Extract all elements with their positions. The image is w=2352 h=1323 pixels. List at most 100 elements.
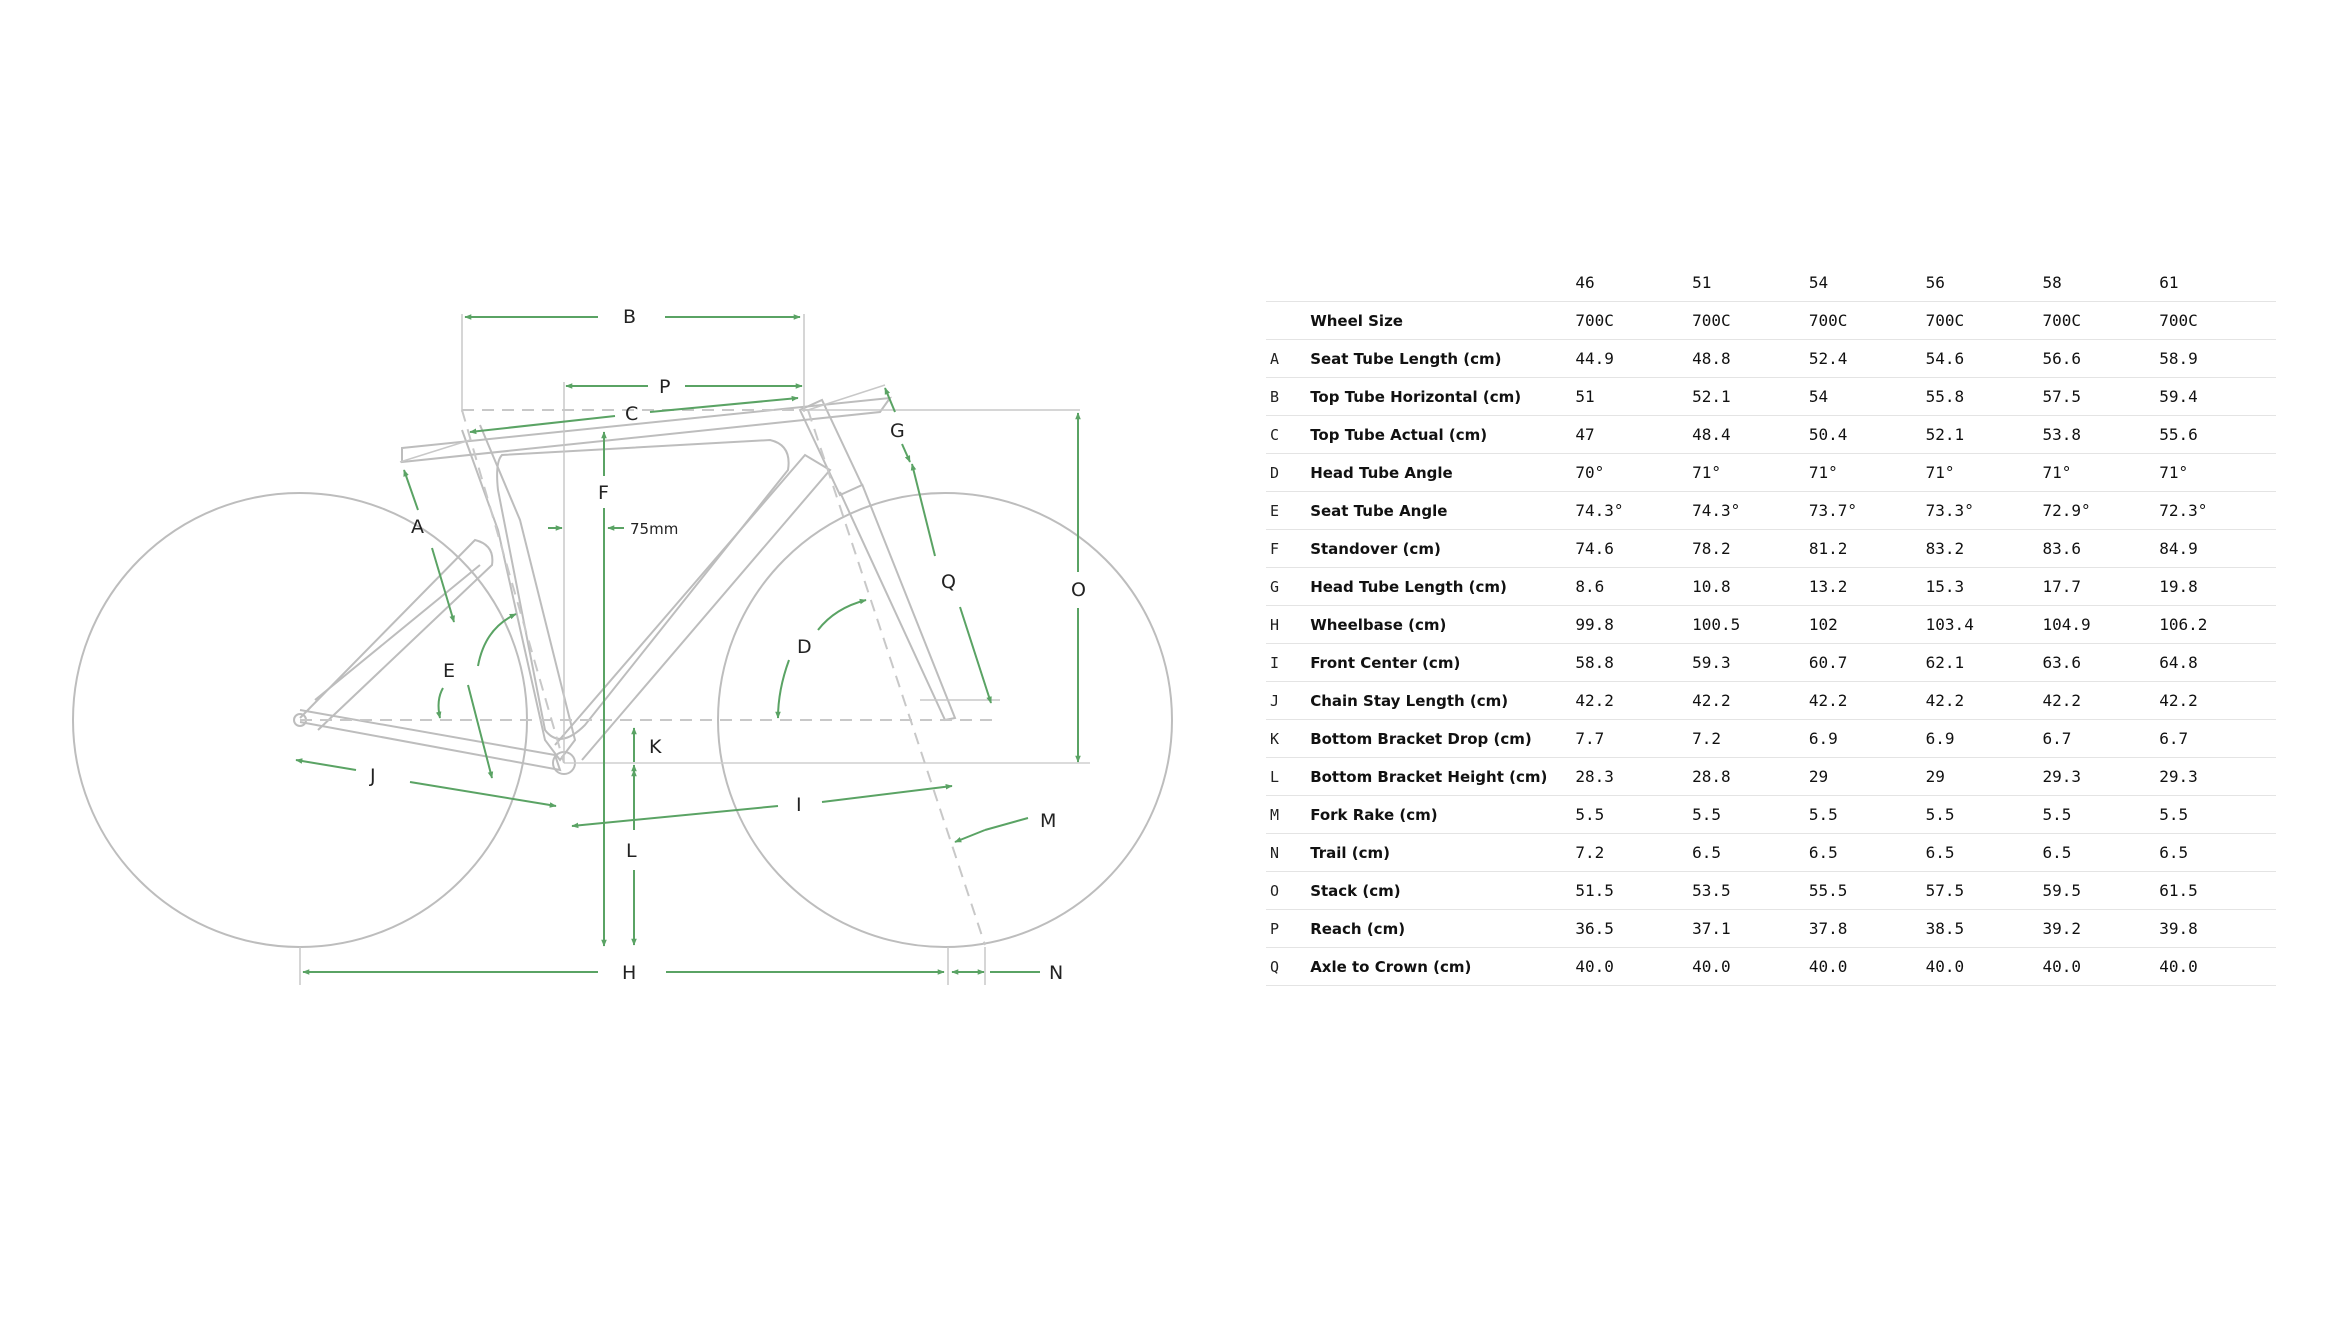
table-row: M Fork Rake (cm) 5.5 5.5 5.5 5.5 5.5 5.5	[1266, 795, 2276, 834]
table-cell: 47	[1575, 425, 1595, 444]
table-cell: 42.2	[2042, 691, 2081, 710]
table-cell: 83.6	[2042, 539, 2081, 558]
row-label: Fork Rake (cm)	[1310, 805, 1438, 824]
table-cell: 55.5	[1808, 881, 1848, 900]
down-tube	[554, 453, 832, 761]
reference-lines	[300, 409, 1000, 946]
table-cell: 102	[1808, 615, 1838, 634]
table-cell: 19.8	[2159, 577, 2198, 596]
table-cell: 59.4	[2159, 387, 2198, 406]
table-cell: 57.5	[1925, 881, 1965, 900]
table-row: P Reach (cm) 36.5 37.1 37.8 38.5 39.2 39.8	[1266, 909, 2276, 948]
bike-frame-drawing	[72, 396, 1173, 948]
table-cell: 78.2	[1692, 539, 1731, 558]
table-cell: 72.3°	[2159, 501, 2208, 520]
label-o: O	[1071, 579, 1086, 601]
label-75mm: 75mm	[630, 520, 678, 538]
table-cell: 58.8	[1575, 653, 1614, 672]
table-cell: 10.8	[1692, 577, 1731, 596]
table-cell: 29.3	[2159, 767, 2198, 786]
dimension-lines	[295, 314, 1081, 975]
row-code: C	[1270, 425, 1280, 444]
row-label: Reach (cm)	[1310, 919, 1406, 938]
table-cell: 700C	[2159, 311, 2198, 330]
table-row: D Head Tube Angle 70° 71° 71° 71° 71° 71°	[1266, 453, 2276, 492]
table-cell: 15.3	[1925, 577, 1965, 596]
seat-tube	[461, 424, 577, 762]
row-code: H	[1270, 615, 1280, 634]
table-cell: 38.5	[1925, 919, 1965, 938]
row-label: Top Tube Horizontal (cm)	[1310, 387, 1522, 406]
reference-solid-lines	[299, 314, 1080, 985]
table-cell: 71°	[2159, 463, 2189, 482]
table-cell: 52.1	[1692, 387, 1731, 406]
table-row: H Wheelbase (cm) 99.8 100.5 102 103.4 104.9 106…	[1266, 605, 2276, 644]
row-label: Wheel Size	[1310, 311, 1403, 330]
table-cell: 40.0	[1575, 957, 1614, 976]
table-row: F Standover (cm) 74.6 78.2 81.2 83.2 83.6 84.9	[1266, 529, 2276, 568]
row-code: I	[1270, 653, 1280, 672]
table-cell: 71°	[1808, 463, 1838, 482]
row-label: Chain Stay Length (cm)	[1310, 691, 1509, 710]
table-cell: 64.8	[2159, 653, 2198, 672]
table-cell: 6.7	[2042, 729, 2072, 748]
label-d: D	[797, 636, 812, 658]
table-cell: 60.7	[1808, 653, 1848, 672]
row-code: A	[1270, 349, 1280, 368]
table-cell: 37.8	[1808, 919, 1848, 938]
table-row: N Trail (cm) 7.2 6.5 6.5 6.5 6.5 6.5	[1266, 833, 2276, 872]
dimension-labels: B P C G F 75mm A Q O D E K J I M L H N	[369, 306, 1086, 984]
table-cell: 28.3	[1575, 767, 1614, 786]
row-label: Standover (cm)	[1310, 539, 1441, 558]
table-cell: 42.2	[1692, 691, 1731, 710]
label-q: Q	[941, 571, 956, 593]
table-cell: 53.5	[1692, 881, 1731, 900]
row-code: P	[1270, 919, 1280, 938]
row-code: G	[1270, 577, 1280, 596]
table-cell: 36.5	[1575, 919, 1614, 938]
table-cell: 83.2	[1925, 539, 1965, 558]
table-cell: 59.5	[2042, 881, 2081, 900]
table-cell: 73.3°	[1925, 501, 1974, 520]
size-header: 61	[2159, 273, 2179, 292]
row-code: E	[1270, 501, 1280, 520]
table-cell: 6.5	[1925, 843, 1955, 862]
table-cell: 700C	[1925, 311, 1965, 330]
row-label: Wheelbase (cm)	[1310, 615, 1447, 634]
table-cell: 48.4	[1692, 425, 1731, 444]
label-a: A	[411, 516, 424, 538]
table-cell: 58.9	[2159, 349, 2198, 368]
table-cell: 39.2	[2042, 919, 2081, 938]
seat-stay-inner	[314, 564, 481, 701]
row-label: Seat Tube Length (cm)	[1310, 349, 1502, 368]
bike-geometry-diagram: B P C G F 75mm A Q O D E K J I M L H N	[72, 306, 1173, 985]
table-cell: 7.7	[1575, 729, 1605, 748]
table-cell: 59.3	[1692, 653, 1731, 672]
label-e: E	[443, 660, 455, 682]
table-cell: 57.5	[2042, 387, 2081, 406]
label-b: B	[623, 306, 636, 328]
row-code: L	[1270, 767, 1280, 786]
table-cell: 44.9	[1575, 349, 1614, 368]
table-cell: 53.8	[2042, 425, 2081, 444]
chain-stay	[299, 709, 562, 772]
table-cell: 40.0	[1692, 957, 1731, 976]
table-cell: 40.0	[1808, 957, 1848, 976]
size-header: 51	[1692, 273, 1712, 292]
table-cell: 29	[1925, 767, 1945, 786]
table-cell: 71°	[1692, 463, 1721, 482]
row-code: M	[1270, 805, 1280, 824]
table-cell: 8.6	[1575, 577, 1605, 596]
table-cell: 5.5	[1575, 805, 1605, 824]
table-cell: 99.8	[1575, 615, 1614, 634]
table-cell: 6.9	[1925, 729, 1955, 748]
table-cell: 39.8	[2159, 919, 2198, 938]
table-row: B Top Tube Horizontal (cm) 51 52.1 54 55.8 57.…	[1266, 377, 2276, 416]
table-cell: 72.9°	[2042, 501, 2091, 520]
table-cell: 13.2	[1808, 577, 1848, 596]
label-m: M	[1040, 810, 1056, 832]
table-cell: 74.6	[1575, 539, 1614, 558]
table-cell: 100.5	[1692, 615, 1741, 634]
label-j: J	[369, 765, 376, 787]
table-cell: 7.2	[1692, 729, 1721, 748]
